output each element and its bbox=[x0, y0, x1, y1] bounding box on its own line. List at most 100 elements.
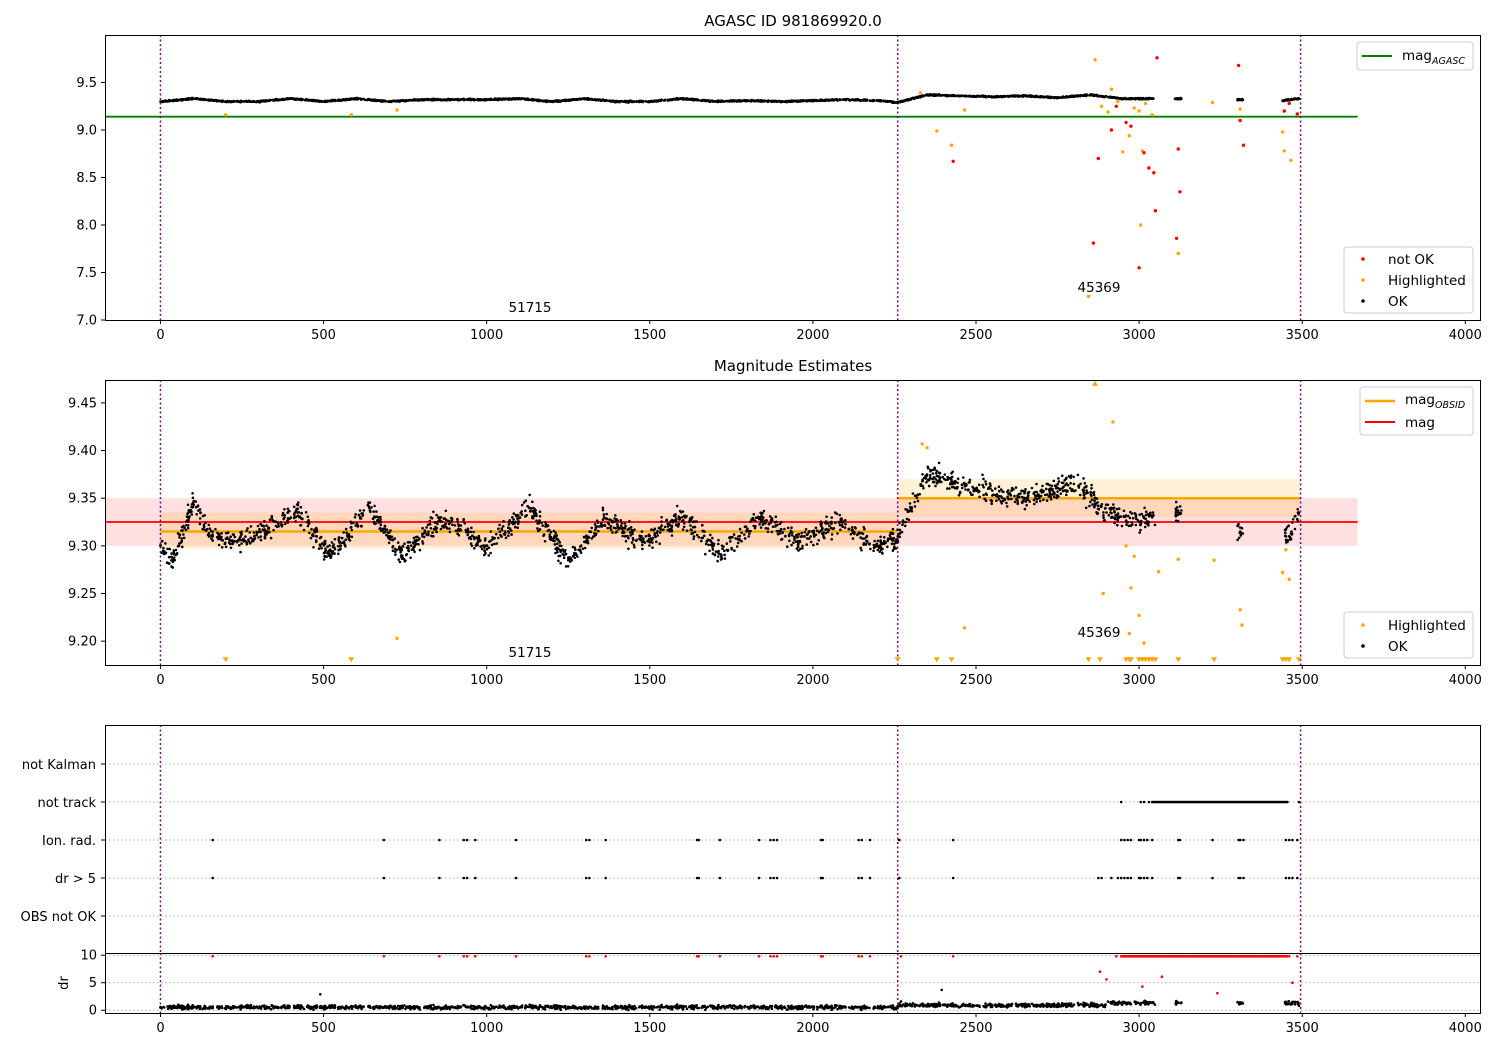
ok-point bbox=[1290, 532, 1294, 535]
ok-point bbox=[518, 97, 521, 100]
flag-event-point bbox=[1146, 838, 1149, 842]
ok-point bbox=[399, 99, 403, 103]
ok-point bbox=[451, 523, 454, 527]
ok-point bbox=[1129, 510, 1132, 514]
ok-point bbox=[1057, 480, 1061, 483]
ok-point bbox=[1134, 515, 1138, 518]
ok-point bbox=[409, 556, 412, 560]
flag-event-point bbox=[462, 838, 466, 842]
flag-event-point bbox=[1110, 876, 1113, 880]
ok-point bbox=[240, 530, 243, 534]
ok-point bbox=[651, 100, 655, 103]
ok-point bbox=[600, 522, 603, 525]
ok-point bbox=[436, 522, 439, 526]
ok-point bbox=[1044, 95, 1048, 99]
ok-point bbox=[400, 554, 404, 557]
ok-point bbox=[469, 98, 473, 102]
ok-point bbox=[978, 495, 981, 499]
ok-point bbox=[685, 97, 688, 100]
highlighted-point bbox=[1289, 158, 1293, 163]
ok-point bbox=[936, 480, 939, 484]
ok-point bbox=[1138, 523, 1142, 527]
ok-point bbox=[628, 520, 631, 523]
ok-point bbox=[1117, 507, 1121, 511]
ok-point bbox=[217, 543, 221, 547]
ok-point bbox=[286, 507, 290, 511]
ok-point bbox=[215, 535, 219, 539]
ok-point bbox=[766, 527, 770, 530]
ok-point bbox=[844, 522, 847, 526]
ok-point bbox=[418, 537, 421, 540]
ok-point bbox=[720, 544, 724, 547]
ok-point bbox=[233, 535, 237, 539]
ok-point bbox=[836, 99, 839, 102]
ok-point bbox=[1083, 482, 1087, 485]
ok-point bbox=[779, 100, 782, 103]
ok-point bbox=[966, 489, 970, 492]
ok-point bbox=[734, 537, 737, 540]
ok-point bbox=[294, 98, 298, 101]
ok-point bbox=[641, 543, 644, 547]
highlighted-point bbox=[1093, 58, 1097, 62]
ok-point bbox=[907, 518, 911, 522]
ok-point bbox=[847, 527, 851, 531]
ok-point bbox=[1091, 503, 1094, 506]
ok-point bbox=[1124, 515, 1127, 518]
legend-label-ok: OK bbox=[1388, 294, 1409, 310]
ok-point bbox=[1060, 95, 1064, 99]
ok-point bbox=[559, 561, 562, 565]
ok-point bbox=[498, 530, 502, 533]
ok-point bbox=[214, 98, 217, 102]
ok-point bbox=[964, 484, 968, 488]
ok-point bbox=[224, 545, 228, 549]
flag-event-point bbox=[588, 876, 591, 880]
ok-point bbox=[1002, 490, 1005, 494]
ok-point bbox=[1102, 519, 1106, 522]
ok-point bbox=[1053, 96, 1057, 99]
ok-point bbox=[898, 528, 902, 532]
ok-point bbox=[556, 538, 560, 541]
ok-point bbox=[1084, 93, 1088, 97]
ok-point bbox=[738, 527, 742, 531]
ok-point bbox=[489, 530, 493, 533]
ok-point bbox=[927, 484, 931, 488]
x-tick-label: 500 bbox=[311, 673, 336, 688]
ok-point bbox=[642, 539, 645, 543]
ok-point bbox=[676, 525, 680, 528]
ok-point bbox=[308, 531, 311, 535]
ok-point bbox=[471, 534, 474, 537]
ok-point bbox=[420, 98, 423, 101]
flag-event-point bbox=[1178, 838, 1182, 842]
ok-point bbox=[1016, 502, 1019, 506]
ok-point bbox=[753, 99, 757, 103]
legend-sub-agasc: AGASC bbox=[1431, 56, 1465, 67]
ok-point bbox=[984, 480, 987, 483]
ok-point bbox=[913, 494, 917, 498]
ok-point bbox=[736, 541, 740, 545]
ok-point bbox=[682, 525, 686, 529]
ok-point bbox=[1056, 482, 1059, 486]
ok-point bbox=[324, 550, 327, 553]
ok-point bbox=[289, 97, 293, 100]
ok-point bbox=[1138, 96, 1141, 100]
ok-point bbox=[921, 473, 924, 476]
flag-event-point bbox=[1139, 800, 1142, 804]
ok-point bbox=[396, 541, 400, 544]
highlighted-point bbox=[1139, 223, 1143, 227]
ok-point bbox=[882, 99, 886, 103]
ok-point bbox=[626, 528, 630, 531]
ok-point bbox=[1082, 493, 1086, 497]
ok-point bbox=[229, 535, 232, 539]
ok-point bbox=[648, 544, 651, 547]
ok-point bbox=[453, 524, 457, 527]
ok-point bbox=[280, 98, 284, 101]
flag-event-point bbox=[769, 838, 772, 842]
ok-point bbox=[1151, 511, 1155, 514]
ok-point bbox=[1122, 509, 1126, 513]
ok-point bbox=[778, 529, 782, 533]
ok-point bbox=[951, 470, 954, 474]
ok-point bbox=[1107, 513, 1111, 517]
ok-point bbox=[681, 510, 685, 513]
ok-point bbox=[784, 100, 787, 103]
